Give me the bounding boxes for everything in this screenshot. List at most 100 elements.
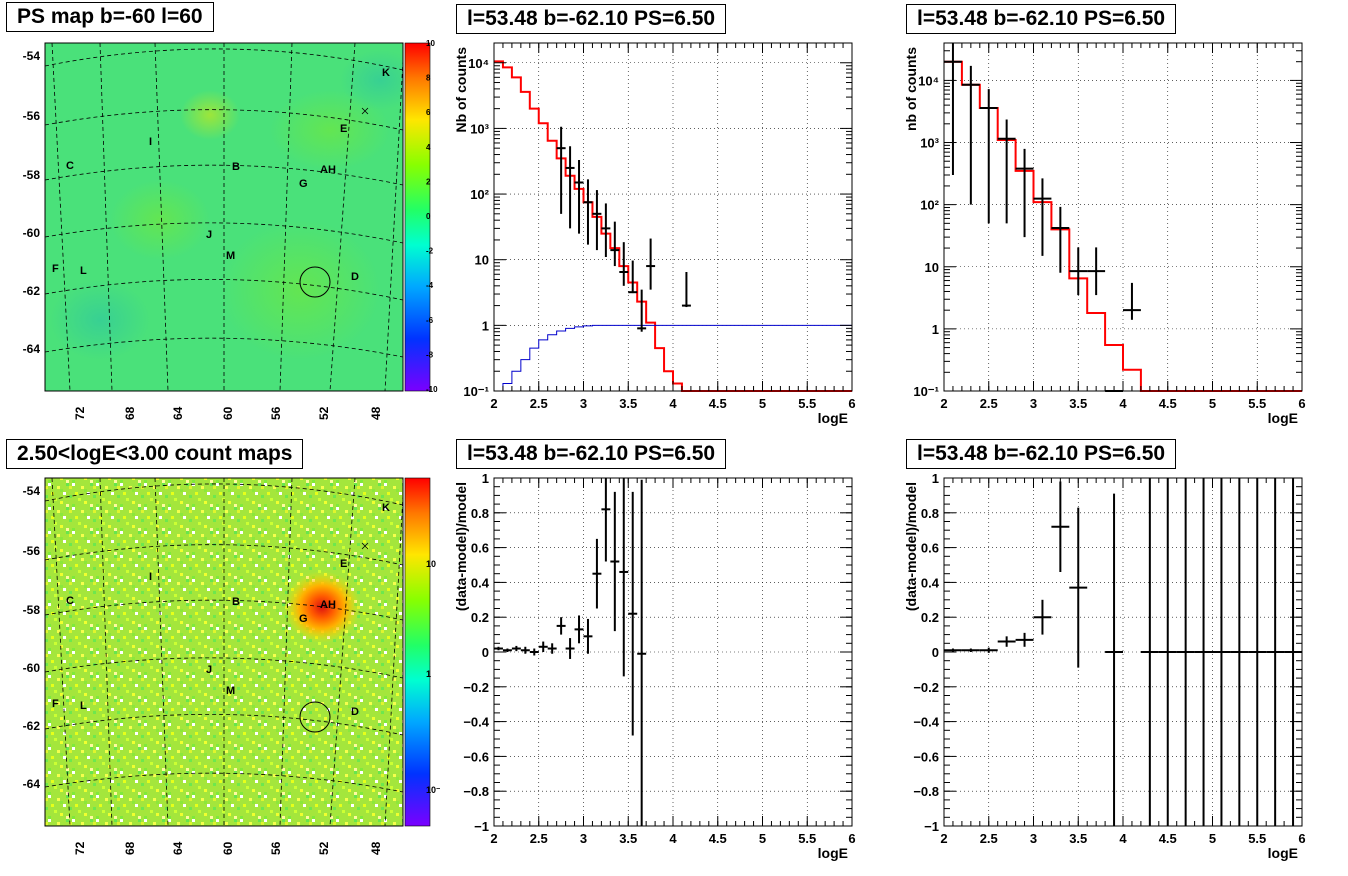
y-axis-label: Nb of counts [453, 47, 469, 133]
map-x-tick-label: 60 [221, 406, 235, 420]
x-tick-label: 2 [940, 831, 947, 846]
data-point [619, 478, 629, 677]
source-label-k: K [382, 67, 390, 79]
x-tick-label: 3.5 [1069, 396, 1087, 411]
data-point [502, 648, 512, 652]
x-tick-label: 2.5 [980, 831, 998, 846]
map-x-tick-label: 48 [369, 406, 383, 420]
x-tick-label: 3 [1030, 396, 1037, 411]
data-layer [494, 60, 852, 392]
x-tick-label: 4 [669, 831, 677, 846]
data-point [1069, 247, 1088, 296]
data-point [610, 491, 620, 632]
data-point [494, 646, 503, 651]
data-point [628, 260, 638, 294]
x-tick-label: 4.5 [1159, 396, 1177, 411]
ps-map-panel: K E I C B AH G J M F L D -54 -56 -58 -60 -62 -64 72 68 64 6… [0, 0, 440, 430]
map-x-tick-label: 56 [269, 406, 283, 420]
residual-panel-2: 2 2.5 3 3.5 4 4.5 5 5.5 6 logE −1 −0.8 −0.6 −0.4 −0.2 0… [898, 435, 1338, 871]
map-x-tick-label: 64 [171, 841, 185, 855]
y-tick-label: 0 [482, 645, 489, 660]
y-tick-label: −1 [924, 819, 939, 834]
data-point [1176, 478, 1195, 826]
y-tick-label: 0.6 [471, 541, 489, 556]
data-point [583, 179, 593, 245]
grid [943, 43, 1303, 392]
colorbar-tick-label: -8 [426, 350, 434, 359]
source-label-ah: AH [320, 599, 336, 611]
x-tick-label: 2.5 [530, 831, 548, 846]
map-y-tick-label: -64 [23, 342, 41, 356]
colorbar-tick-label: 2 [426, 177, 431, 186]
data-point [619, 242, 629, 286]
source-label-l: L [80, 700, 87, 712]
colorbar-tick-label: 8 [426, 74, 431, 83]
data-point [574, 615, 584, 644]
data-point [601, 478, 611, 562]
x-tick-label: 2 [490, 831, 497, 846]
map-y-tick-label: -60 [23, 226, 41, 240]
map-y-tick-label: -62 [23, 719, 41, 733]
data-point [1248, 478, 1267, 826]
map-x-tick-label: 72 [73, 406, 87, 420]
map-x-tick-label: 52 [317, 841, 331, 855]
data-point [1230, 478, 1249, 826]
y-axis-label: nb of counts [903, 47, 919, 131]
map-y-tick-label: -62 [23, 284, 41, 298]
x-tick-label: 5 [1209, 396, 1216, 411]
colorbar-tick-label: 1 [426, 669, 431, 679]
map-x-tick-label: 72 [73, 841, 87, 855]
data-point [1212, 478, 1231, 826]
data-point [637, 479, 647, 826]
x-tick-label: 5 [759, 396, 766, 411]
map-y-tick-label: -64 [23, 777, 41, 791]
data-point [520, 646, 530, 654]
x-tick-label: 6 [848, 396, 855, 411]
y-tick-label: 0.2 [921, 610, 939, 625]
source-label-m: M [226, 685, 235, 697]
map-y-tick-label: -58 [23, 603, 41, 617]
colorbar-tick-label: 10⁻¹ [426, 785, 440, 795]
y-tick-label: 0.4 [921, 575, 940, 590]
data-point [1158, 478, 1177, 826]
source-label-k: K [382, 502, 390, 514]
step-series-1 [494, 324, 852, 392]
data-point [628, 491, 638, 736]
x-tick-label: 4 [1119, 831, 1127, 846]
colorbar-tick-label: -6 [426, 316, 434, 325]
x-tick-label: 3 [580, 396, 587, 411]
data-point [511, 645, 521, 652]
source-label-f: F [52, 698, 59, 710]
y-tick-label: 10⁴ [918, 73, 939, 88]
data-point [1015, 632, 1034, 647]
data-point [961, 65, 980, 205]
y-tick-label: −0.6 [463, 749, 489, 764]
data-point [556, 126, 566, 214]
source-label-g: G [299, 178, 308, 190]
data-point [646, 238, 656, 290]
x-axis-label: logE [1268, 410, 1298, 426]
map-x-tick-label: 64 [171, 406, 185, 420]
y-tick-label: 0.8 [471, 506, 489, 521]
data-point [565, 146, 575, 229]
x-axis-label: logE [818, 845, 848, 861]
y-axis-label: (data-model)/model [453, 482, 469, 611]
x-tick-label: 6 [1298, 396, 1305, 411]
data-point [556, 617, 566, 635]
spectrum-panel-1: 2 2.5 3 3.5 4 4.5 5 5.5 6 logE 10⁻¹ 1 10 10² 10³ 10⁴ Nb … [448, 0, 888, 430]
map-x-tick-label: 56 [269, 841, 283, 855]
x-tick-label: 2 [940, 396, 947, 411]
data-point [1105, 493, 1123, 826]
x-tick-label: 4 [669, 396, 677, 411]
x-tick-label: 3.5 [1069, 831, 1087, 846]
data-point [610, 221, 620, 267]
x-axis-label: logE [1268, 845, 1298, 861]
count-map-title: 2.50<logE<3.00 count maps [6, 439, 304, 469]
source-label-d: D [351, 271, 359, 283]
y-tick-label: −0.8 [913, 784, 939, 799]
y-tick-label: 1 [932, 471, 939, 486]
x-tick-label: 4 [1119, 396, 1127, 411]
data-point [681, 271, 691, 308]
data-point [997, 636, 1016, 647]
y-tick-label: 10⁻¹ [463, 384, 489, 399]
